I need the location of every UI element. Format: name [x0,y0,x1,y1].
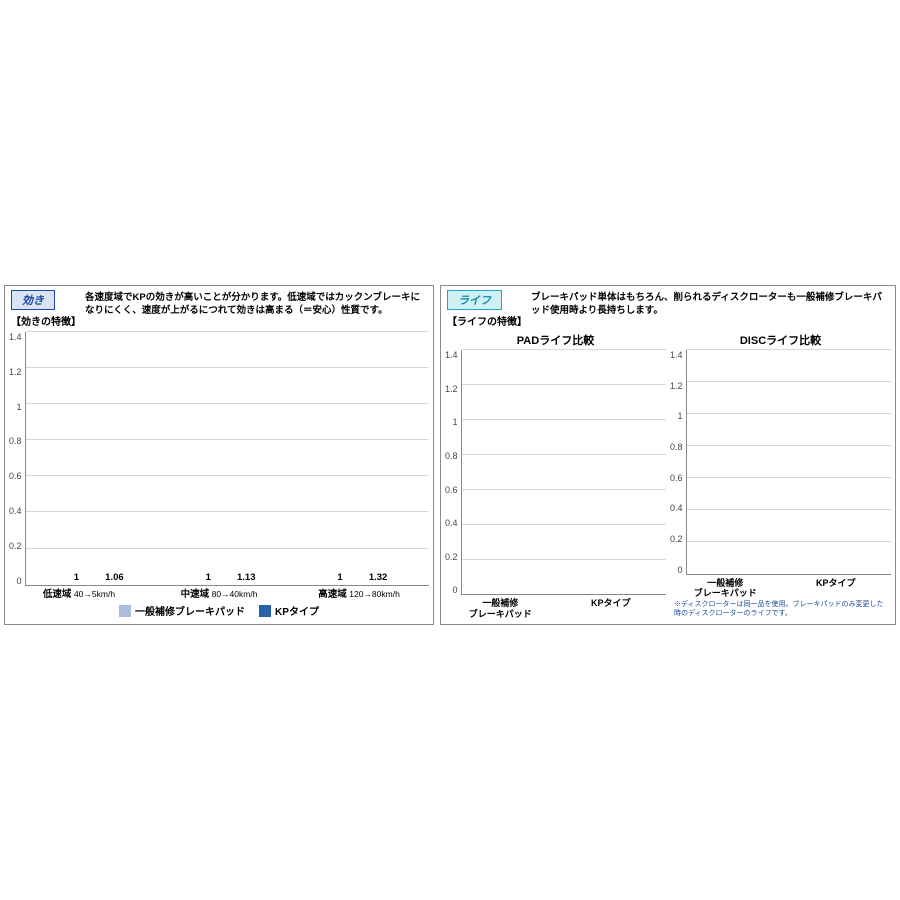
y-tick: 1.4 [670,350,683,360]
y-tick: 0.6 [670,473,683,483]
tag-life: ライフ [447,290,502,310]
grid-line [687,477,891,478]
grid-line [687,509,891,510]
y-tick: 1 [445,417,458,427]
grid-line [26,331,429,332]
grid-line [462,419,666,420]
y-axis-pad: 1.4 1.2 1 0.8 0.6 0.4 0.2 0 [445,350,461,595]
y-tick: 0.4 [9,506,22,516]
grid-line [687,445,891,446]
y-tick: 0.2 [445,552,458,562]
y-tick: 0.8 [9,436,22,446]
legend-label-b: KPタイプ [275,603,319,618]
x-label: 一般補修 ブレーキパッド [445,598,556,620]
x-label: KPタイプ [781,578,892,600]
grid-line [462,454,666,455]
grid-line [687,541,891,542]
x-labels-effectiveness: 低速域 40→5km/h中速域 80→40km/h高速域 120→80km/h [9,586,429,600]
x-label: 一般補修 ブレーキパッド [670,578,781,600]
tag-effectiveness: 効き [11,290,55,310]
y-tick: 0.2 [670,534,683,544]
y-tick: 1.2 [9,367,22,377]
subtag-life: 【ライフの特徴】 [447,313,527,328]
grid-line [462,384,666,385]
footnote-disc: ※ディスクローターは同一品を使用。ブレーキパッドのみ変更した時のディスクローター… [670,599,891,620]
grid-line [462,489,666,490]
chart-disc-life: DISCライフ比較 1.4 1.2 1 0.8 0.6 0.4 0.2 0 一般補修 ブレーキ… [670,332,891,620]
subtag-effectiveness: 【効きの特徴】 [11,313,81,328]
bar-value-label: 1 [74,572,79,585]
y-tick: 0.8 [445,451,458,461]
x-label-range: 低速域 [43,589,72,600]
x-label-speed: 80→40km/h [212,589,258,599]
legend-effectiveness: 一般補修ブレーキパッド KPタイプ [9,600,429,620]
legend-item-b: KPタイプ [259,603,319,618]
x-label-speed: 40→5km/h [74,589,115,599]
grid-line [462,349,666,350]
bar-value-label: 1 [337,572,342,585]
desc-effectiveness: 各速度域でKPの効きが高いことが分かります。低速域ではカックンブレーキになりにく… [85,290,427,318]
panel-effectiveness: 効き 【効きの特徴】 各速度域でKPの効きが高いことが分かります。低速域ではカッ… [4,285,434,625]
x-label-group: 低速域 40→5km/h [9,589,149,600]
x-labels-disc: 一般補修 ブレーキパッドKPタイプ [670,575,891,600]
grid-line [26,403,429,404]
y-tick: 0 [445,585,458,595]
x-label-group: 高速域 120→80km/h [289,589,429,600]
grid-line [462,559,666,560]
bar-value-label: 1 [206,572,211,585]
bar-value-label: 1.13 [237,572,256,585]
y-tick: 0 [9,576,22,586]
bar-value-label: 1.32 [369,572,388,585]
x-label: KPタイプ [556,598,667,620]
legend-label-a: 一般補修ブレーキパッド [135,603,245,618]
title-disc: DISCライフ比較 [670,332,891,350]
x-label-range: 中速域 [181,589,210,600]
grid-line [26,548,429,549]
grid-line [462,524,666,525]
y-tick: 0.4 [670,503,683,513]
grid-line [687,381,891,382]
y-tick: 1.4 [9,332,22,342]
header-effectiveness: 効き 【効きの特徴】 各速度域でKPの効きが高いことが分かります。低速域ではカッ… [5,286,433,330]
y-tick: 1.2 [445,384,458,394]
grid-line [26,475,429,476]
plot-disc [686,350,891,575]
panel-life: ライフ 【ライフの特徴】 ブレーキパッド単体はもちろん、削られるディスクローター… [440,285,896,625]
y-tick: 0.8 [670,442,683,452]
grid-line [26,367,429,368]
y-tick: 1 [670,411,683,421]
chart-pad-life: PADライフ比較 1.4 1.2 1 0.8 0.6 0.4 0.2 0 一般補修 ブレーキパ… [445,332,666,620]
y-tick: 0.6 [9,471,22,481]
plot-pad [461,350,666,595]
y-tick: 1.2 [670,381,683,391]
grid-line [687,413,891,414]
grid-line [687,349,891,350]
grid-line [26,511,429,512]
legend-item-a: 一般補修ブレーキパッド [119,603,245,618]
grid-line [26,439,429,440]
x-labels-pad: 一般補修 ブレーキパッドKPタイプ [445,595,666,620]
x-label-group: 中速域 80→40km/h [149,589,289,600]
header-life: ライフ 【ライフの特徴】 ブレーキパッド単体はもちろん、削られるディスクローター… [441,286,895,330]
plot-effectiveness: 1 1.06 1 1.13 1 1.32 [25,332,429,586]
swatch-a [119,605,131,617]
y-tick: 0 [670,565,683,575]
bar-value-label: 1.06 [105,572,124,585]
y-tick: 0.2 [9,541,22,551]
x-label-speed: 120→80km/h [349,589,400,599]
title-pad: PADライフ比較 [445,332,666,350]
chart-effectiveness: 1.4 1.2 1 0.8 0.6 0.4 0.2 0 1 1.06 1 1.13 1 1.32 低速域… [9,332,429,620]
x-label-range: 高速域 [318,589,347,600]
y-tick: 1.4 [445,350,458,360]
y-tick: 0.4 [445,518,458,528]
desc-life: ブレーキパッド単体はもちろん、削られるディスクローターも一般補修ブレーキパッド使… [531,290,889,318]
swatch-b [259,605,271,617]
y-tick: 0.6 [445,485,458,495]
y-axis-disc: 1.4 1.2 1 0.8 0.6 0.4 0.2 0 [670,350,686,575]
y-axis-effectiveness: 1.4 1.2 1 0.8 0.6 0.4 0.2 0 [9,332,25,586]
y-tick: 1 [9,402,22,412]
